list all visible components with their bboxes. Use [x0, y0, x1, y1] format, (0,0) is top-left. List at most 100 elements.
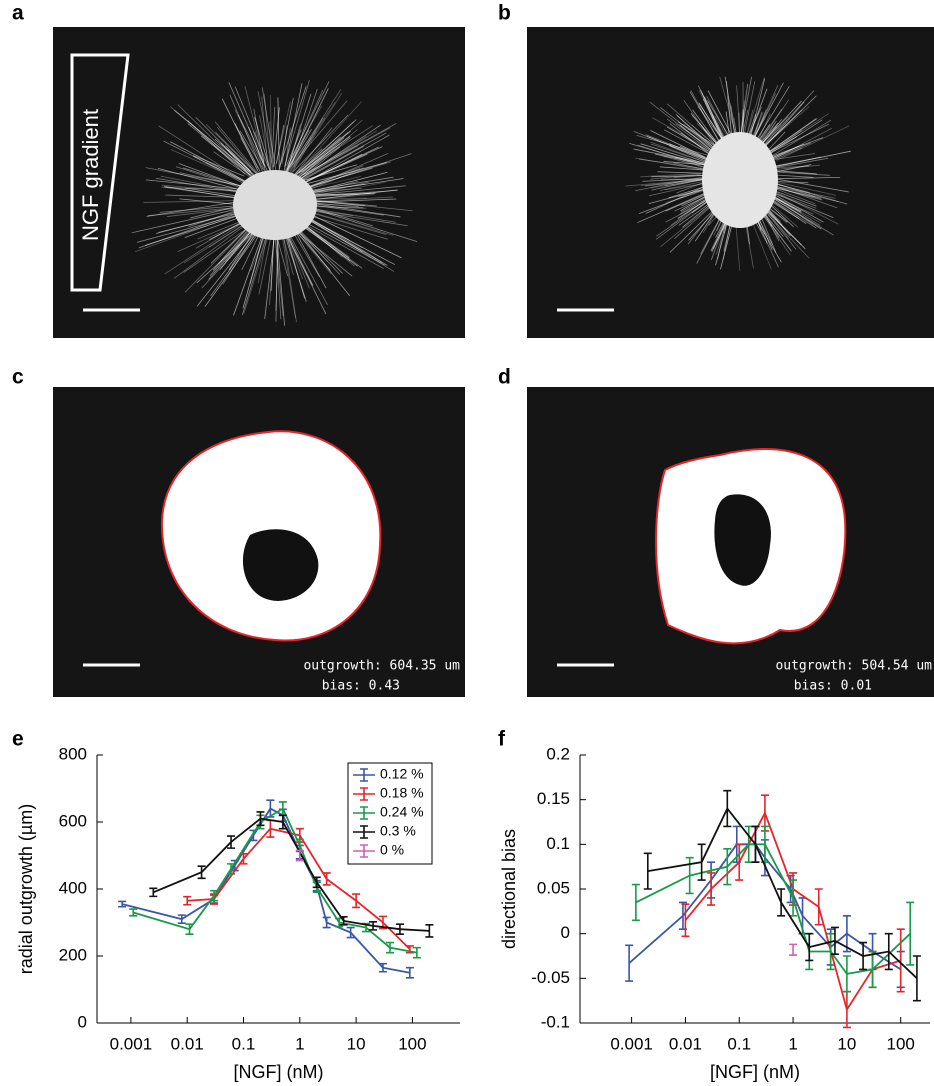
neurite [294, 136, 341, 180]
outgrowth-annotation: outgrowth: 504.54 um [775, 659, 932, 674]
x-tick-label: 10 [347, 1034, 366, 1053]
error-bar [707, 872, 716, 906]
neurite [269, 94, 273, 170]
neurite [161, 184, 249, 193]
neurite [642, 177, 714, 182]
neurite [157, 167, 249, 193]
neurite [165, 186, 240, 191]
neurite [751, 85, 790, 148]
neurite [303, 167, 373, 189]
neurite [147, 206, 240, 217]
neurite [234, 109, 268, 176]
neurite [220, 142, 251, 176]
neurite [257, 90, 274, 171]
error-bar [185, 923, 194, 936]
error-bar [278, 814, 287, 830]
neurite [302, 206, 396, 223]
neurite [650, 130, 706, 158]
neurite [770, 136, 798, 152]
legend-label: 0.3 % [380, 823, 416, 839]
neurite [290, 100, 348, 168]
error-bar [322, 872, 331, 886]
error-bar [631, 883, 640, 922]
explant-body [702, 132, 778, 228]
gradient-label: NGF gradient [78, 109, 103, 241]
error-bar [149, 887, 158, 898]
error-bar [723, 789, 732, 828]
neurite [196, 231, 255, 284]
neurite [254, 117, 271, 173]
neurite [635, 157, 716, 173]
neurite [640, 172, 702, 178]
neurite [215, 132, 259, 176]
neurite [301, 146, 341, 179]
y-tick-label: 200 [59, 945, 87, 964]
neurite [185, 187, 243, 198]
neurite [290, 137, 312, 172]
neurite [293, 145, 365, 186]
neurite [174, 110, 260, 181]
x-tick-label: 0.01 [171, 1034, 204, 1053]
neurite [292, 119, 363, 183]
neurite [308, 209, 408, 227]
neurite [234, 123, 261, 172]
neurite [274, 237, 284, 316]
neurite [258, 231, 273, 295]
neurite [240, 137, 259, 169]
neurite [269, 121, 272, 178]
error-bar [312, 876, 321, 889]
neurite [292, 114, 349, 172]
error-bar [295, 849, 304, 862]
neurite [261, 96, 268, 166]
error-bar [369, 921, 378, 931]
neurite [229, 94, 264, 174]
neurite [286, 129, 302, 166]
neurite [306, 205, 374, 227]
neurite [259, 115, 271, 170]
series-line [647, 806, 918, 979]
x-tick-label: 0.001 [610, 1034, 653, 1053]
neurite [651, 174, 709, 178]
y-tick-label: 0.15 [537, 789, 570, 808]
neurite [289, 121, 354, 182]
neurite [271, 107, 276, 164]
neurite [707, 100, 732, 141]
neurite [690, 90, 720, 144]
neurite [210, 230, 259, 297]
x-tick-label: 1 [788, 1034, 797, 1053]
neurite [138, 207, 254, 249]
neurite [637, 144, 709, 169]
neurite [636, 134, 709, 156]
error-bar [386, 941, 395, 954]
neurite [659, 166, 711, 171]
neurite [275, 229, 286, 326]
neurite [197, 220, 242, 240]
neurite [225, 145, 252, 173]
neurite [274, 234, 282, 320]
neurite [307, 152, 389, 189]
neurite [196, 224, 262, 307]
neurite [304, 176, 394, 192]
neurite [675, 123, 717, 152]
neurite [310, 213, 402, 259]
y-axis-label: radial outgrowth (µm) [16, 804, 36, 974]
neurite [650, 141, 712, 165]
neurite [159, 204, 245, 213]
error-bar [760, 825, 769, 863]
error-bar [256, 811, 265, 827]
neurite [201, 229, 257, 289]
neurite [669, 145, 709, 163]
neurite [273, 107, 280, 168]
neurite [311, 193, 371, 196]
explant-core [242, 529, 319, 601]
neurite [280, 226, 296, 318]
neurite [771, 196, 822, 230]
x-axis-label: [NGF] (nM) [710, 1062, 800, 1082]
error-bar [625, 944, 634, 982]
neurite [659, 179, 710, 192]
neurite [657, 171, 712, 174]
neurite [302, 220, 386, 266]
neurite [278, 97, 294, 171]
neurite [633, 130, 720, 166]
neurite [284, 117, 326, 178]
